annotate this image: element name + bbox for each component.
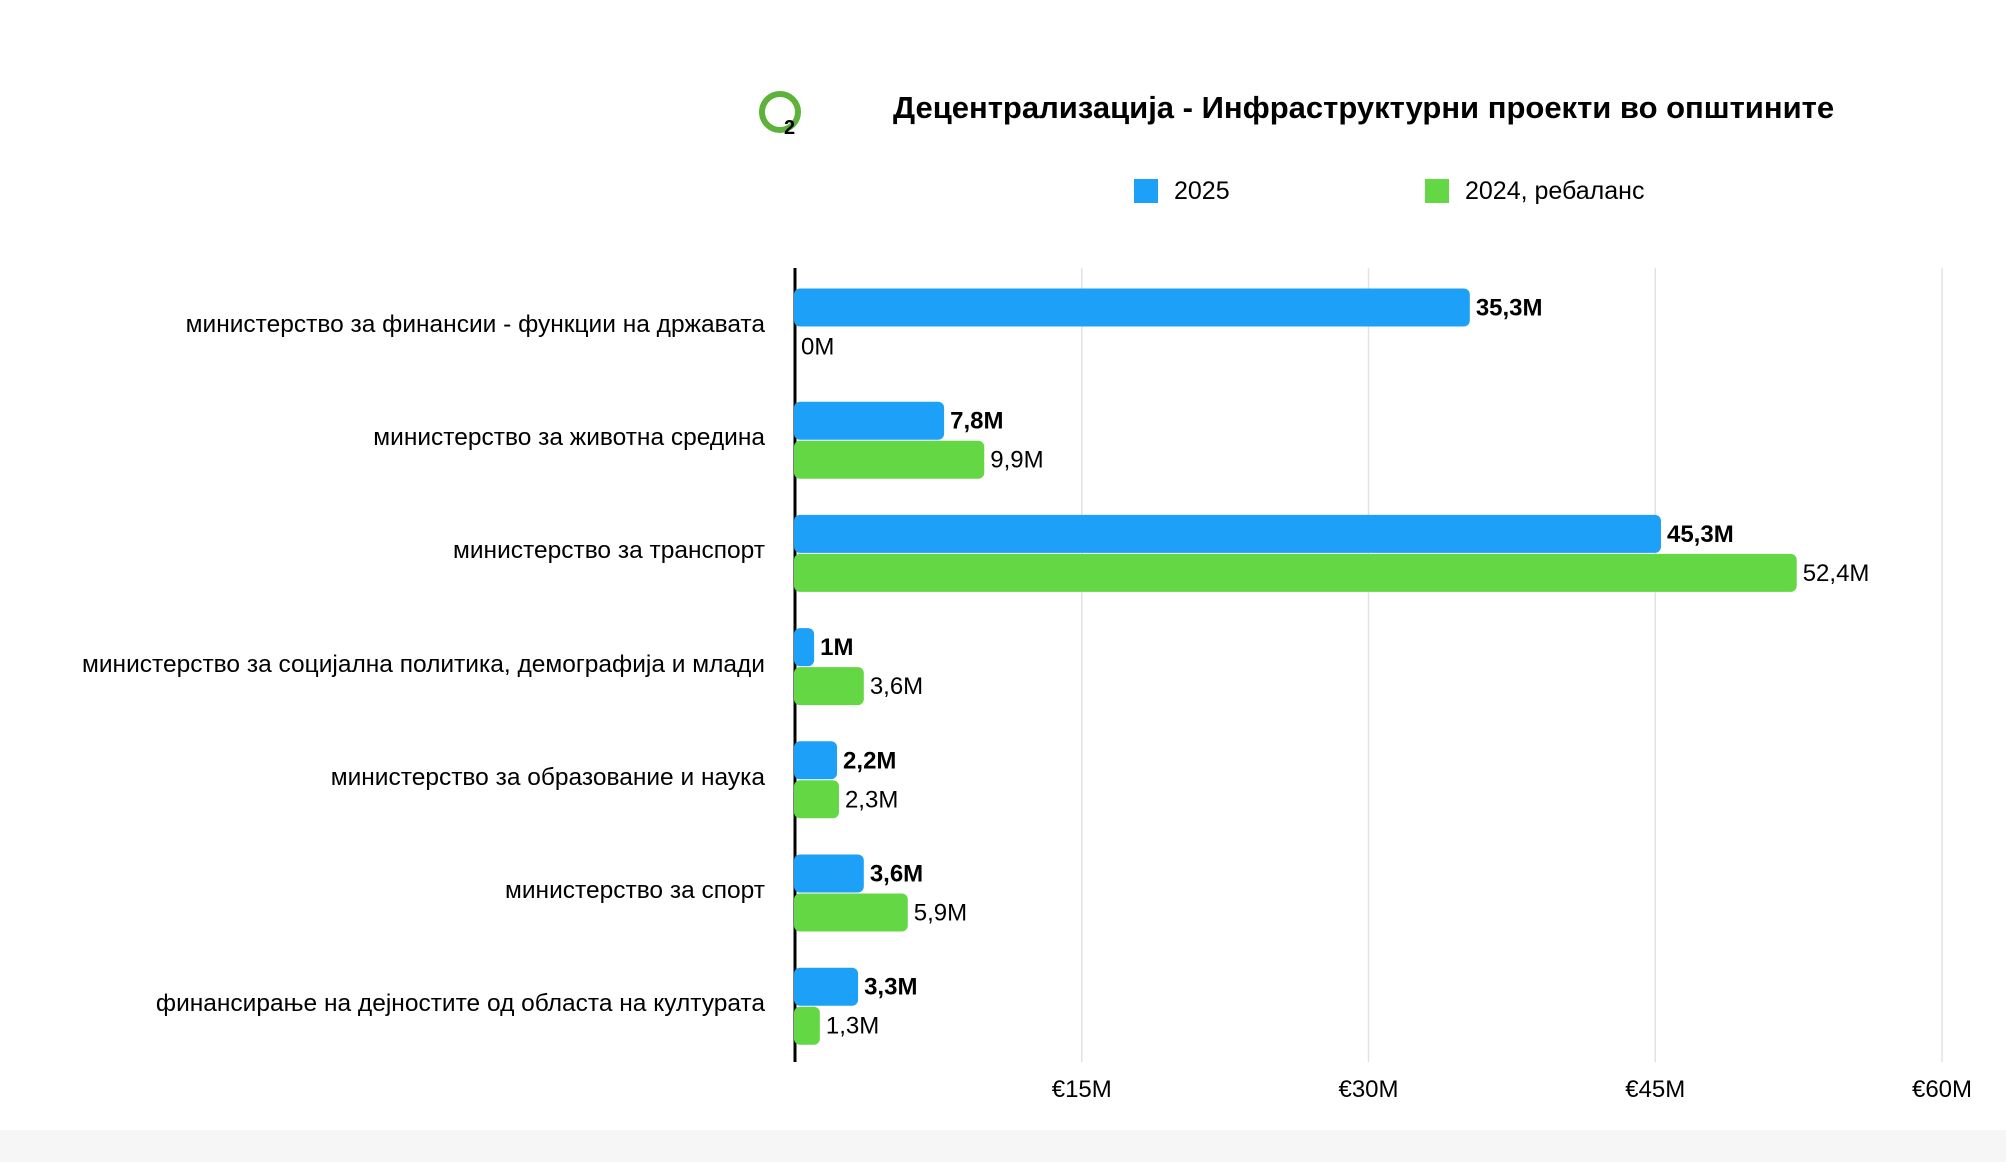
data-label-2024: 9,9M [990, 447, 1043, 474]
bar-2025 [794, 741, 838, 780]
x-tick-label: €15M [1052, 1076, 1112, 1103]
data-label-2024: 2,3M [845, 786, 898, 813]
bar-2025 [794, 967, 859, 1006]
data-label-2024: 52,4M [1803, 560, 1870, 587]
x-tick-label: €60M [1912, 1076, 1972, 1103]
bar-2025 [794, 628, 815, 667]
legend-label-2025: 2025 [1174, 176, 1230, 205]
brand-logo-icon: 2 [759, 91, 801, 139]
data-label-2025: 45,3M [1667, 521, 1734, 548]
logo-ring [759, 91, 801, 133]
bar-2025 [794, 288, 1470, 327]
data-label-2025: 1M [820, 634, 853, 661]
category-label-education: министерство за образование и наука [330, 764, 765, 791]
category-label-sport: министерство за спорт [505, 877, 765, 904]
brand-logo: 2 [758, 90, 806, 139]
bar-2024 [794, 667, 864, 706]
x-tick-label: €45M [1625, 1076, 1685, 1103]
category-label-transport: министерство за транспорт [453, 537, 765, 564]
data-label-2024: 0M [801, 334, 834, 361]
x-tick-label: €30M [1338, 1076, 1398, 1103]
data-label-2025: 3,6M [870, 861, 923, 888]
category-label-social-policy: министерство за социјална политика, демо… [82, 651, 765, 678]
data-label-2025: 35,3M [1476, 295, 1543, 322]
bar-2025 [794, 854, 864, 893]
data-label-2024: 1,3M [826, 1013, 879, 1040]
legend-swatch-2024 [1425, 179, 1449, 203]
category-label-environment: министерство за животна средина [373, 424, 765, 451]
data-label-2025: 7,8M [950, 408, 1003, 435]
legend-swatch-2025 [1134, 179, 1158, 203]
data-label-2024: 3,6M [870, 673, 923, 700]
legend-label-2024: 2024, ребаланс [1465, 176, 1645, 205]
footer-strip [0, 1130, 2006, 1162]
bar-2024 [794, 440, 985, 479]
bar-2024 [794, 893, 908, 932]
category-label-finance: министерство за финансии - функции на др… [185, 311, 765, 338]
chart-title: Децентрализација - Инфраструктурни проек… [893, 90, 1835, 125]
data-label-2025: 2,2M [843, 747, 896, 774]
bar-2025 [794, 514, 1661, 553]
bar-2024 [794, 553, 1797, 592]
data-label-2024: 5,9M [914, 900, 967, 927]
bar-2024 [794, 1006, 820, 1045]
logo-digit: 2 [784, 117, 795, 138]
bar-2025 [794, 401, 945, 440]
legend-entry-2025[interactable]: 2025 [1134, 176, 1230, 206]
data-label-2025: 3,3M [864, 974, 917, 1001]
legend-entry-2024[interactable]: 2024, ребаланс [1425, 176, 1644, 206]
bar-2024 [794, 780, 839, 819]
category-label-culture: финансирање на дејностите од областа на … [155, 990, 765, 1017]
